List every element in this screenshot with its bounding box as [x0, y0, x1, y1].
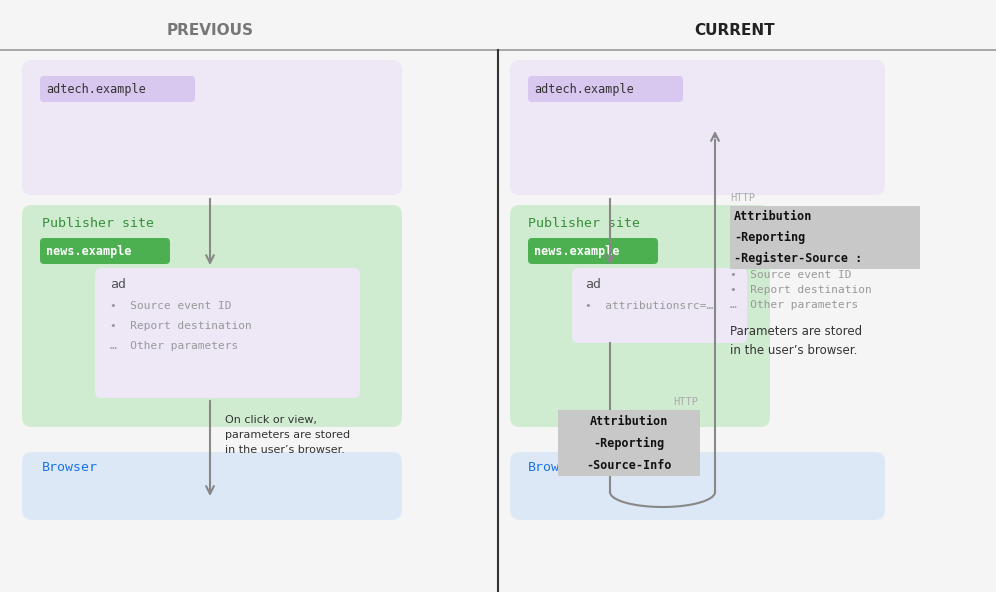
FancyBboxPatch shape — [40, 76, 195, 102]
Text: HTTP: HTTP — [730, 193, 755, 203]
FancyBboxPatch shape — [572, 268, 747, 343]
Text: •  Source event ID: • Source event ID — [110, 301, 231, 311]
Text: •  Report destination: • Report destination — [110, 321, 252, 331]
FancyBboxPatch shape — [22, 205, 402, 427]
FancyBboxPatch shape — [22, 60, 402, 195]
Bar — [730, 206, 920, 227]
FancyBboxPatch shape — [22, 452, 402, 520]
Text: news.example: news.example — [46, 244, 131, 258]
Text: •  Report destination: • Report destination — [730, 285, 872, 295]
Text: •  Source event ID: • Source event ID — [730, 270, 852, 280]
FancyBboxPatch shape — [510, 452, 885, 520]
Text: …  Other parameters: … Other parameters — [730, 300, 859, 310]
Text: news.example: news.example — [534, 244, 620, 258]
Text: -Reporting: -Reporting — [734, 231, 805, 244]
Text: Parameters are stored
in the user’s browser.: Parameters are stored in the user’s brow… — [730, 325, 863, 357]
Text: adtech.example: adtech.example — [534, 82, 633, 95]
FancyBboxPatch shape — [528, 76, 683, 102]
Bar — [730, 248, 920, 269]
Text: Attribution: Attribution — [734, 210, 813, 223]
Bar — [558, 454, 700, 476]
Text: Attribution: Attribution — [590, 414, 668, 427]
Text: HTTP: HTTP — [673, 397, 698, 407]
FancyBboxPatch shape — [95, 268, 360, 398]
Text: Publisher site: Publisher site — [42, 217, 154, 230]
Text: Browser: Browser — [528, 461, 584, 474]
Text: ad: ad — [110, 278, 126, 291]
Text: Publisher site: Publisher site — [528, 217, 640, 230]
Text: -Register-Source :: -Register-Source : — [734, 252, 863, 265]
FancyBboxPatch shape — [40, 238, 170, 264]
Text: -Source-Info: -Source-Info — [587, 458, 671, 471]
Bar — [730, 227, 920, 248]
Bar — [558, 410, 700, 432]
FancyBboxPatch shape — [510, 60, 885, 195]
FancyBboxPatch shape — [510, 205, 770, 427]
Bar — [558, 432, 700, 454]
Text: ad: ad — [585, 278, 601, 291]
Text: …  Other parameters: … Other parameters — [110, 341, 238, 351]
Text: -Reporting: -Reporting — [594, 436, 664, 449]
FancyBboxPatch shape — [528, 238, 658, 264]
Text: Browser: Browser — [42, 461, 98, 474]
Text: CURRENT: CURRENT — [694, 22, 775, 37]
Text: On click or view,
parameters are stored
in the user’s browser.: On click or view, parameters are stored … — [225, 415, 351, 455]
Text: •  attributionsrc=…: • attributionsrc=… — [585, 301, 713, 311]
Text: adtech.example: adtech.example — [46, 82, 145, 95]
Text: PREVIOUS: PREVIOUS — [166, 22, 254, 37]
